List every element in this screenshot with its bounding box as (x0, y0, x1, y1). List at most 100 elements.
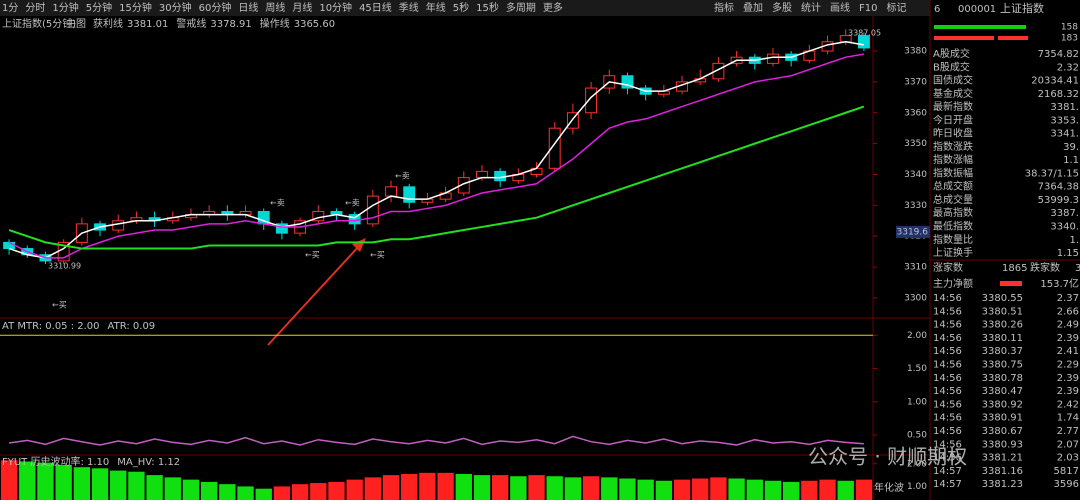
trade-time: 14:56 (933, 360, 962, 371)
y-tick-label: 2.00 (907, 459, 927, 469)
tool-button[interactable]: 指标 (714, 1, 734, 14)
bar (637, 479, 654, 500)
stat-label: 总成交量 (933, 193, 973, 206)
y-tick-label: 2.00 (907, 331, 927, 341)
code-prefix: 6 (934, 4, 940, 15)
toolbar-item[interactable]: 周线 (265, 1, 285, 14)
bar (237, 486, 254, 500)
toolbar-item[interactable]: 1分钟 (52, 1, 78, 14)
candle-body (112, 220, 125, 231)
toolbar-item[interactable]: 45日线 (359, 1, 392, 14)
chart-title: 上证指数(5分钟) (2, 17, 76, 30)
candle-body (476, 170, 488, 179)
y-tick-label: 3300 (904, 293, 927, 303)
bar (128, 471, 145, 500)
toolbar-item[interactable]: 年线 (426, 1, 446, 14)
tool-button[interactable]: F10 (859, 3, 877, 14)
trade-price: 3380.78 (982, 373, 1023, 384)
toolbar-item[interactable]: 更多 (543, 1, 563, 14)
bar (73, 467, 91, 500)
bar (582, 476, 600, 500)
trade-price: 3380.93 (982, 439, 1023, 450)
trade-time: 14:56 (933, 399, 962, 410)
tool-button[interactable]: 多股 (772, 1, 792, 14)
toolbar-item[interactable]: 10分钟 (319, 1, 352, 14)
stat-label: 最高指数 (933, 206, 973, 219)
trade-volume: 2.39 (1057, 333, 1079, 344)
bar (37, 462, 54, 500)
stat-value: 38.37/1.15 (1025, 168, 1079, 179)
trade-volume: 3596 (1054, 479, 1079, 490)
bar (19, 461, 36, 500)
bar (692, 478, 709, 500)
bar (655, 480, 673, 500)
bar (819, 479, 836, 500)
candle-body (767, 53, 779, 64)
trade-price: 3380.75 (982, 360, 1023, 371)
bar (455, 473, 472, 500)
toolbar-item[interactable]: 1分 (2, 2, 18, 14)
stat-value: 3341. (1050, 129, 1079, 140)
trade-volume: 2.77 (1057, 426, 1079, 437)
stat-value: 7364.38 (1038, 182, 1079, 193)
y-tick-label: 1.50 (907, 364, 927, 374)
legend-value: 3381.01 (127, 19, 168, 30)
annotation: ←买 (52, 301, 67, 310)
tool-button[interactable]: 标记 (886, 2, 906, 14)
candle-body (385, 186, 397, 197)
toolbar-item[interactable]: 5秒 (453, 1, 469, 14)
bar (528, 475, 545, 500)
stat-value: 1.1 (1063, 155, 1079, 166)
toolbar-item[interactable]: 5分钟 (86, 1, 112, 14)
toolbar-item[interactable]: 15秒 (476, 1, 499, 14)
bar (801, 480, 818, 500)
toolbar-item[interactable]: 日线 (238, 1, 258, 14)
panel-subtitle: MA_HV: 1.12 (117, 457, 180, 468)
toolbar-item[interactable]: 30分钟 (159, 1, 192, 14)
bar (491, 475, 509, 500)
tool-button[interactable]: 统计 (801, 1, 821, 14)
tool-button[interactable]: 叠加 (743, 2, 763, 14)
candle-body (403, 186, 416, 203)
breadth-item: 3 (1075, 263, 1080, 274)
candle-body (712, 62, 725, 80)
stat-label: 昨日收盘 (933, 127, 973, 140)
bar (110, 470, 127, 500)
trade-price: 3381.21 (982, 453, 1023, 464)
trade-time: 14:56 (933, 346, 962, 357)
candle-body (857, 35, 870, 49)
toolbar-item[interactable]: 月线 (292, 1, 312, 14)
trade-time: 14:56 (933, 373, 962, 384)
stat-label: 基金成交 (933, 87, 973, 100)
bar (182, 479, 200, 500)
toolbar-item[interactable]: 60分钟 (199, 1, 232, 14)
candle-body (621, 75, 634, 89)
trade-price: 3380.91 (982, 413, 1023, 424)
legend-value: 3378.91 (210, 19, 251, 30)
bar (764, 480, 782, 500)
net-flow-value: 153.7亿 (1040, 277, 1079, 290)
breadth-item: 涨家数 (933, 261, 963, 274)
trade-volume: 2.03 (1057, 453, 1079, 464)
toolbar-item[interactable]: 15分钟 (119, 1, 152, 14)
bar (782, 481, 800, 500)
y-tick-label: 3310 (904, 263, 927, 273)
stat-value: 1.15 (1057, 248, 1079, 259)
candle-body (457, 177, 470, 194)
bar (419, 472, 436, 500)
trade-time: 14:56 (933, 426, 962, 437)
y-tick-label: 3370 (904, 77, 927, 87)
candle-body (3, 241, 16, 250)
bar (273, 486, 291, 500)
toolbar-item[interactable]: 多周期 (506, 1, 536, 14)
trade-price: 3381.16 (982, 466, 1023, 477)
stat-label: 最新指数 (933, 100, 973, 113)
stat-label: 国债成交 (933, 74, 973, 87)
trade-volume: 2.07 (1057, 439, 1079, 450)
chart-subtitle: 主图 (66, 18, 86, 30)
toolbar-item[interactable]: 季线 (399, 1, 419, 14)
tool-button[interactable]: 画线 (830, 1, 850, 14)
toolbar-item[interactable]: 分时 (25, 2, 45, 14)
trade-price: 3380.51 (982, 306, 1023, 317)
bar (728, 478, 745, 500)
